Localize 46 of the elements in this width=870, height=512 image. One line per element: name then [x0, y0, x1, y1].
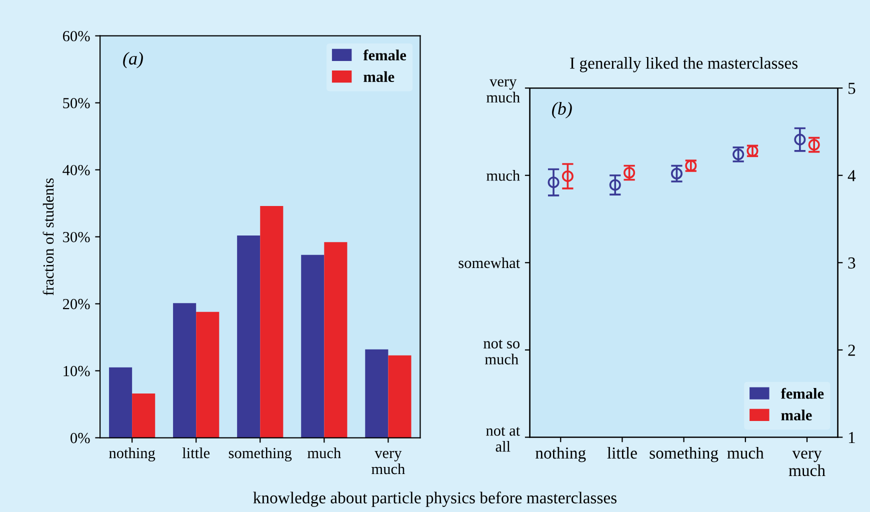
legend-label: male	[781, 410, 812, 420]
y-tick-label: 0%	[70, 432, 90, 444]
bar	[260, 206, 284, 438]
text: not so much	[484, 340, 520, 364]
y-tick-label: 40%	[62, 164, 90, 176]
x-tick-label: something	[650, 446, 718, 462]
text: very much	[486, 79, 520, 103]
y-tick-label: 2	[848, 344, 855, 356]
y-tick-label: 4	[848, 170, 856, 182]
x-tick-label: nothing	[536, 446, 586, 462]
x-tick-label: something	[228, 447, 292, 462]
x-tick-label: little	[182, 447, 210, 458]
y-tick-label: 1	[849, 432, 855, 444]
y-axis-title: fraction of students	[42, 178, 54, 296]
x-tick-label: nothing	[109, 447, 156, 462]
legend-label: male	[364, 71, 394, 82]
x-tick-label: much	[308, 447, 341, 458]
x-tick-label: very much	[788, 450, 826, 476]
bar	[196, 312, 220, 438]
y-tick-label: 20%	[62, 298, 90, 310]
legend-label: female	[363, 50, 406, 60]
y-tick-label: 60%	[62, 30, 90, 42]
text: not at all	[486, 427, 520, 452]
y-tick-label: 3	[848, 257, 856, 269]
bar	[237, 235, 260, 438]
annotation: (b)	[552, 102, 572, 118]
x-axis-title: knowledge about particle physics before masterclasses	[253, 492, 616, 507]
text: somewhat	[458, 257, 520, 268]
bar	[365, 349, 388, 438]
bar	[173, 303, 196, 438]
y-tick-label: 10%	[64, 366, 90, 376]
x-tick-label: very much	[372, 450, 405, 474]
text: much	[486, 170, 520, 181]
chart-title: I generally liked the masterclasses	[570, 57, 798, 72]
legend-label: female	[780, 388, 824, 399]
y-tick-label: 50%	[63, 98, 90, 108]
y-tick-label: 30%	[63, 232, 90, 242]
y-tick-label: 5	[848, 82, 856, 94]
bar	[132, 394, 156, 438]
bar	[324, 242, 348, 438]
bar	[388, 355, 412, 438]
x-tick-label: little	[607, 446, 637, 459]
bar	[301, 254, 324, 438]
bar	[109, 367, 132, 438]
x-tick-label: much	[727, 446, 764, 459]
annotation: (a)	[123, 52, 143, 68]
